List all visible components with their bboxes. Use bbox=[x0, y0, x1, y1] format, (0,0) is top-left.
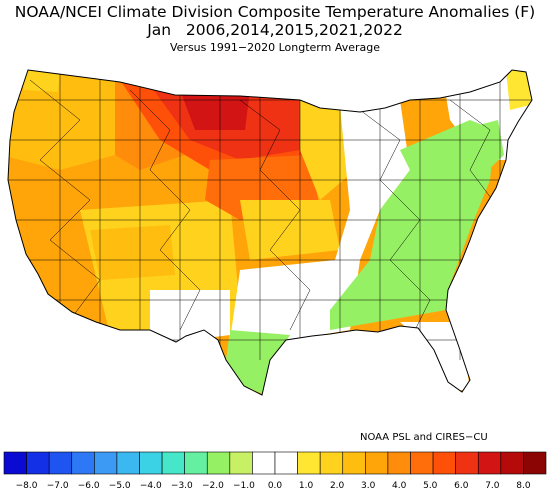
legend-swatch bbox=[410, 451, 434, 475]
region-northern-maine bbox=[505, 70, 532, 110]
legend-swatch bbox=[274, 451, 298, 475]
legend-swatch bbox=[229, 451, 253, 475]
region-northwest-coast bbox=[20, 70, 60, 92]
title-line-3: Versus 1991−2020 Longterm Average bbox=[169, 41, 380, 54]
legend-swatch bbox=[139, 451, 163, 475]
us-outline bbox=[7, 69, 533, 396]
legend-swatch bbox=[432, 451, 456, 475]
legend-tick-label: −4.0 bbox=[140, 481, 162, 491]
legend-tick-label: 7.0 bbox=[485, 481, 500, 491]
legend-swatch bbox=[3, 451, 27, 475]
legend-tick-label: 6.0 bbox=[454, 481, 469, 491]
legend-swatch bbox=[71, 451, 95, 475]
legend-tick-label: 5.0 bbox=[423, 481, 438, 491]
legend-swatch bbox=[319, 451, 344, 475]
legend-swatch bbox=[365, 451, 389, 475]
region-west-texas bbox=[150, 290, 230, 342]
division-boundaries bbox=[8, 70, 532, 360]
legend-swatch bbox=[26, 451, 50, 475]
legend-tick-label: 4.0 bbox=[392, 481, 407, 491]
us-climate-division-map bbox=[7, 69, 533, 396]
region-arizona-utah bbox=[90, 225, 175, 280]
legend-tick-label: −7.0 bbox=[47, 481, 69, 491]
legend-swatch bbox=[297, 451, 321, 475]
legend-swatch bbox=[252, 451, 276, 475]
legend-swatch bbox=[477, 451, 502, 475]
legend-swatch bbox=[184, 451, 208, 475]
legend-tick-label: 8.0 bbox=[516, 481, 531, 491]
legend-swatch bbox=[116, 451, 140, 475]
region-kansas-oklahoma bbox=[240, 200, 340, 260]
legend-swatch bbox=[94, 451, 118, 475]
legend-tick-label: −1.0 bbox=[233, 481, 255, 491]
legend-tick-label: −8.0 bbox=[16, 481, 38, 491]
legend-tick-label: −5.0 bbox=[109, 481, 131, 491]
legend-tick-label: −2.0 bbox=[202, 481, 224, 491]
title-line-2: Jan 2006,2014,2015,2021,2022 bbox=[147, 21, 403, 39]
title-line-1: NOAA/NCEI Climate Division Composite Tem… bbox=[14, 3, 536, 21]
region-near-normal bbox=[230, 100, 410, 340]
region-northeast-green bbox=[460, 120, 504, 170]
legend-swatch bbox=[523, 451, 547, 475]
region-south-texas bbox=[226, 330, 290, 395]
color-legend: −8.0 −7.0 −6.0 −5.0 −4.0 −3.0 −2.0 −1.0 0.0 1.0 2.… bbox=[3, 451, 547, 491]
legend-swatch bbox=[161, 451, 185, 475]
legend-swatch bbox=[342, 451, 366, 475]
region-florida bbox=[400, 322, 470, 390]
legend-tick-label: −3.0 bbox=[171, 481, 193, 491]
legend-swatch bbox=[500, 451, 524, 475]
legend-tick-label: 1.0 bbox=[299, 481, 314, 491]
region-eastern-us bbox=[330, 120, 495, 330]
credit-text: NOAA PSL and CIRES−CU bbox=[360, 432, 488, 443]
legend-tick-label: 0.0 bbox=[268, 481, 283, 491]
anomaly-regions bbox=[8, 70, 532, 395]
legend-swatch bbox=[206, 451, 231, 475]
legend-tick-label: 2.0 bbox=[330, 481, 345, 491]
legend-tick-label: −6.0 bbox=[78, 481, 100, 491]
legend-swatch bbox=[48, 451, 73, 475]
legend-swatch bbox=[387, 451, 411, 475]
legend-swatch bbox=[455, 451, 479, 475]
legend-tick-label: 3.0 bbox=[361, 481, 376, 491]
